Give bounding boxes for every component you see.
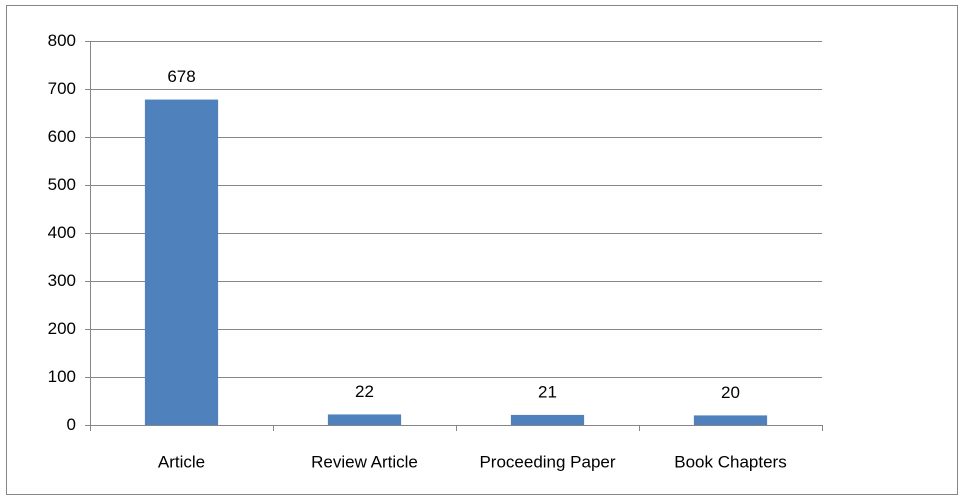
x-tick-label: Article: [158, 452, 205, 471]
y-tick-label: 500: [48, 175, 76, 194]
y-tick-label: 0: [67, 415, 76, 434]
y-tick-label: 800: [48, 31, 76, 50]
x-tick-label: Book Chapters: [674, 452, 786, 471]
bar: [144, 99, 219, 425]
data-label: 678: [167, 67, 195, 86]
y-tick-label: 100: [48, 367, 76, 386]
data-label: 22: [355, 382, 374, 401]
y-tick-label: 200: [48, 319, 76, 338]
y-tick-label: 700: [48, 79, 76, 98]
y-tick-label: 300: [48, 271, 76, 290]
y-tick-label: 400: [48, 223, 76, 242]
data-label: 20: [721, 383, 740, 402]
data-label: 21: [538, 382, 557, 401]
bar: [327, 414, 402, 425]
x-tick-label: Review Article: [311, 452, 418, 471]
bar: [510, 414, 585, 425]
x-tick-label: Proceeding Paper: [479, 452, 615, 471]
bar: [693, 415, 768, 425]
y-tick-label: 600: [48, 127, 76, 146]
